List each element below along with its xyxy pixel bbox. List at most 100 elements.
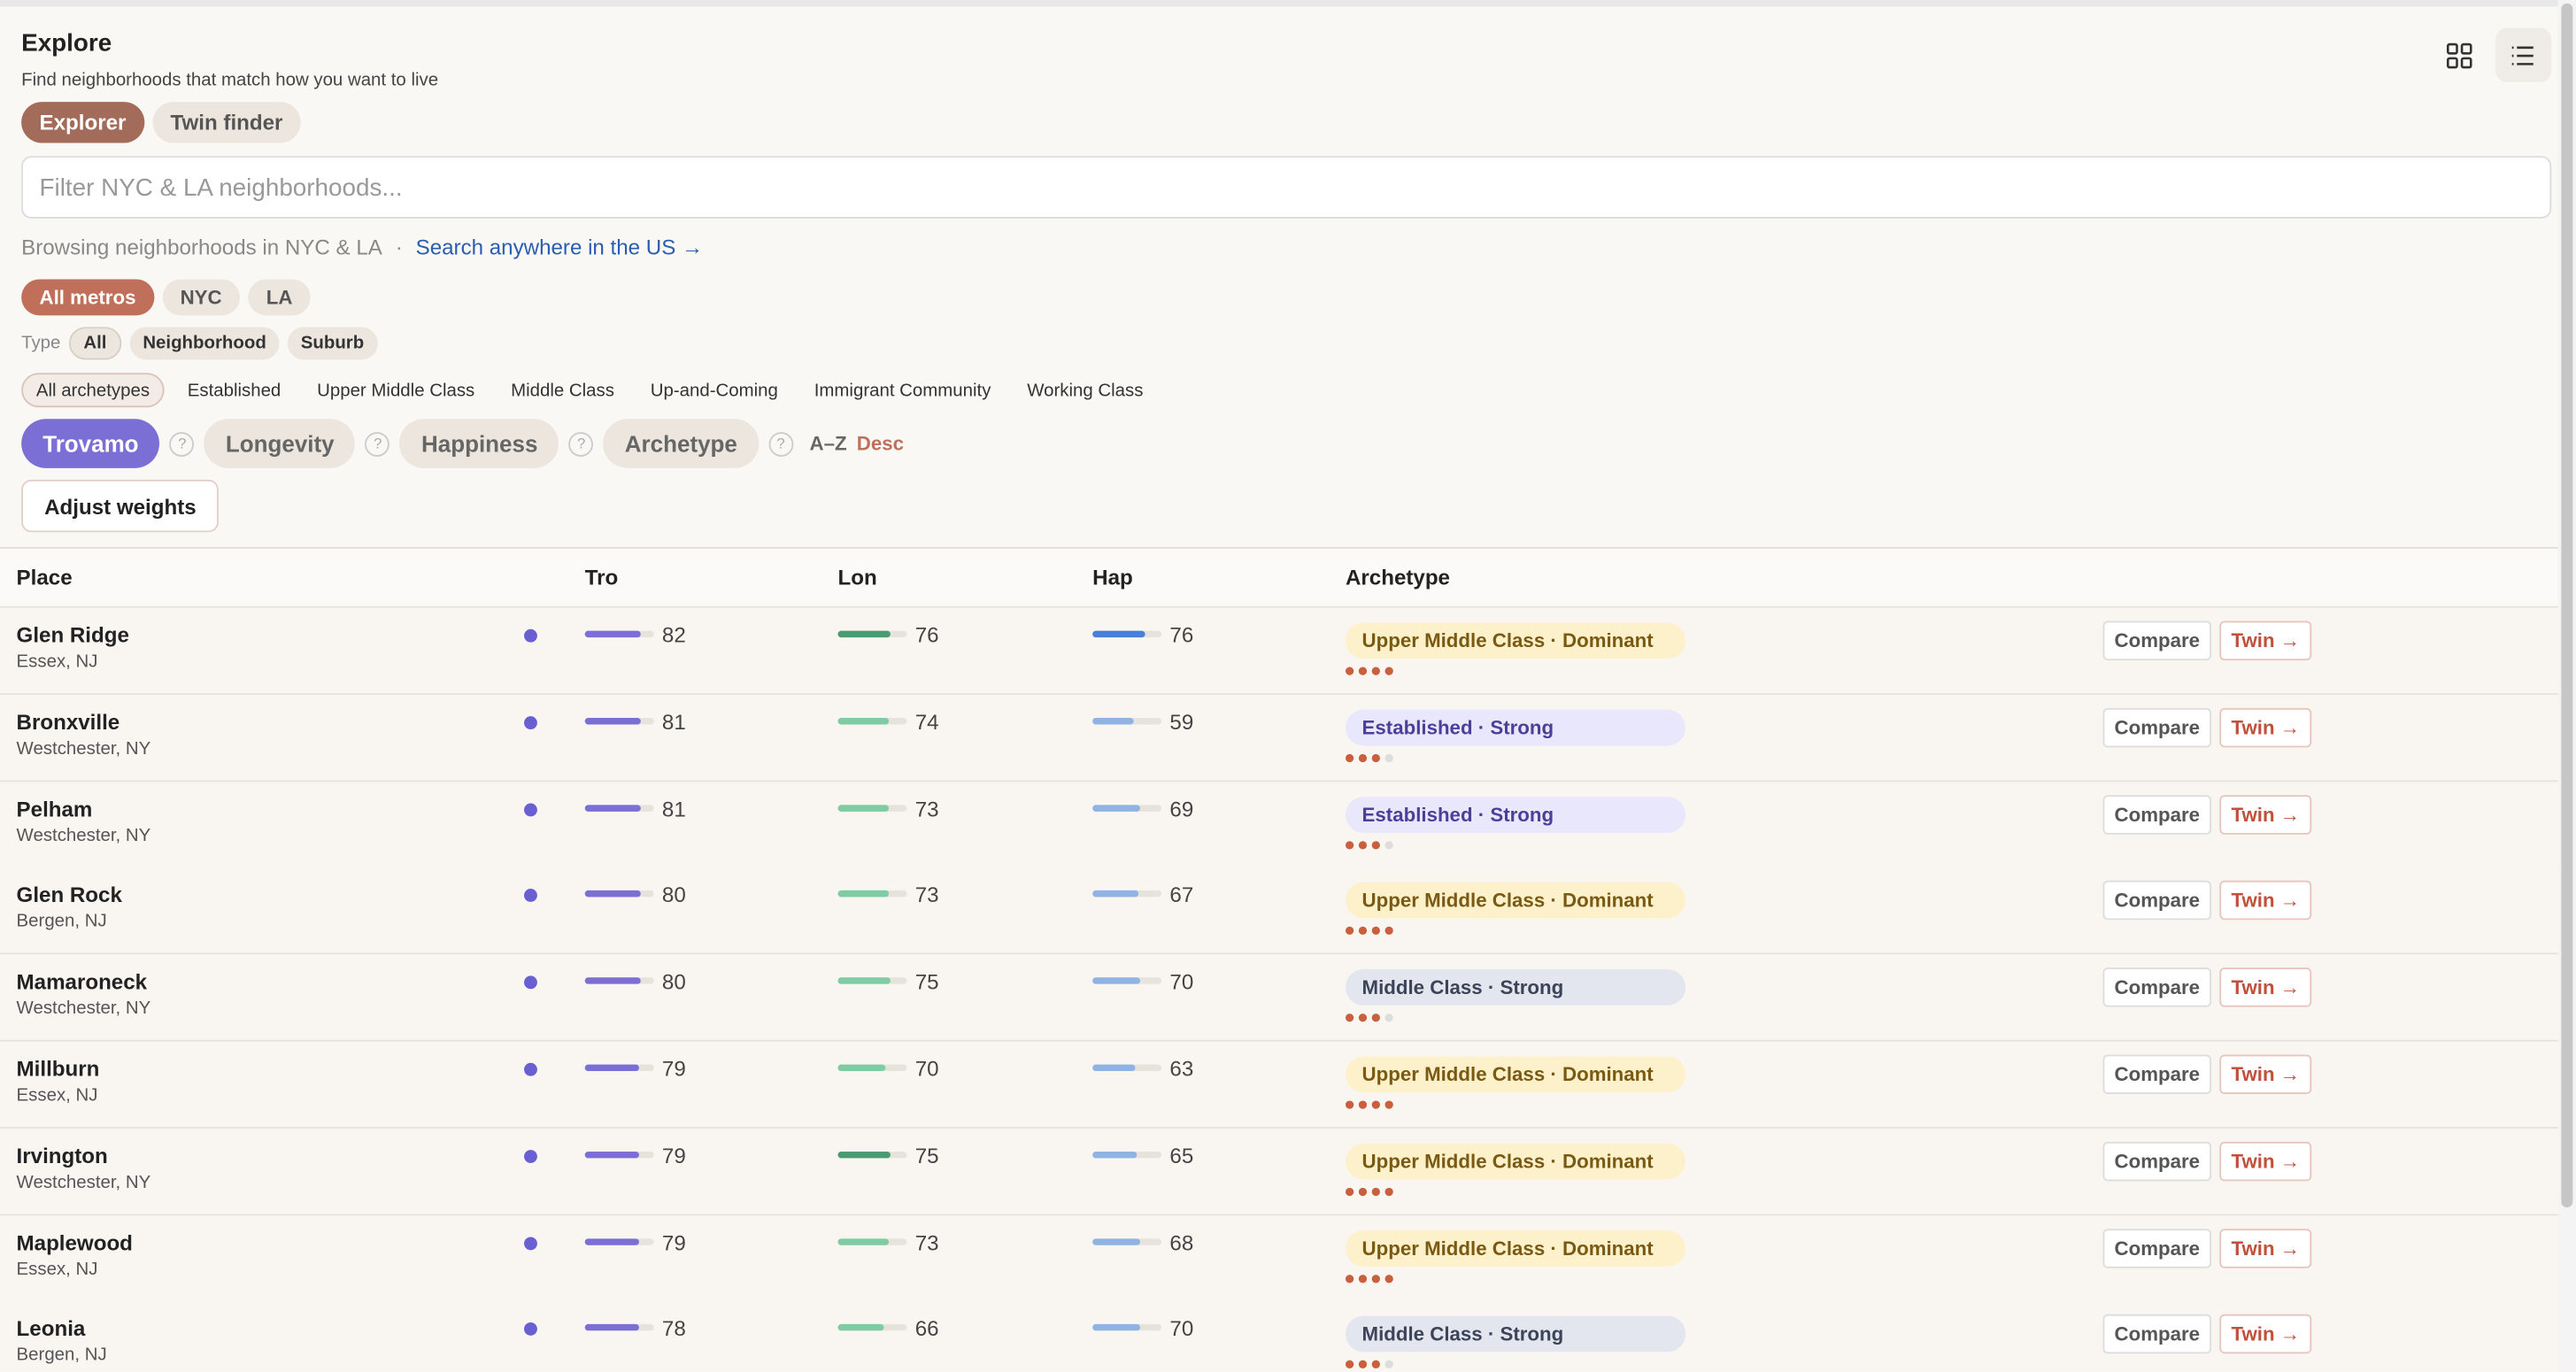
archetype-pill[interactable]: Established [187, 380, 282, 400]
mode-tab[interactable]: Twin finder [152, 102, 301, 143]
strength-dot [1371, 1014, 1380, 1022]
table-row[interactable]: Glen Ridge Essex, NJ 82 76 76 Upper Middle Cl… [0, 607, 2558, 696]
archetype-pill[interactable]: Middle Class [511, 380, 614, 400]
twin-button[interactable]: Twin → [2219, 1054, 2312, 1095]
archetype-pill[interactable]: All archetypes [21, 373, 165, 408]
adjust-weights-button[interactable]: Adjust weights [21, 479, 220, 533]
compare-button[interactable]: Compare [2102, 1141, 2212, 1182]
table-row[interactable]: Pelham Westchester, NY 81 73 69 Established ·… [0, 781, 2558, 869]
score-bar [1092, 717, 1134, 725]
compare-button[interactable]: Compare [2102, 967, 2212, 1008]
column-header[interactable]: Lon [837, 565, 877, 590]
place-location: Westchester, NY [16, 998, 151, 1020]
twin-button[interactable]: Twin → [2219, 1314, 2312, 1354]
sort-order[interactable]: Desc [856, 432, 904, 456]
strength-dot [1358, 1100, 1368, 1109]
column-header[interactable]: Place [16, 565, 73, 590]
strength-dot [1345, 1100, 1354, 1109]
sort-pill[interactable]: Longevity [204, 419, 356, 468]
place-location: Essex, NJ [16, 1259, 98, 1279]
compare-button[interactable]: Compare [2102, 1228, 2212, 1268]
score-bar [1092, 630, 1145, 638]
twin-button[interactable]: Twin → [2219, 794, 2312, 835]
help-icon[interactable]: ? [768, 431, 793, 457]
column-header[interactable]: Hap [1092, 565, 1133, 590]
score-value: 79 [661, 1056, 686, 1082]
column-header[interactable]: Tro [584, 565, 619, 590]
score-bar [584, 1151, 640, 1159]
archetype-badge: Upper Middle Class · Dominant [1345, 883, 1686, 920]
help-icon[interactable]: ? [568, 431, 594, 457]
metro-pill[interactable]: LA [248, 279, 311, 316]
strength-dot [1384, 1014, 1393, 1022]
twin-button[interactable]: Twin → [2219, 620, 2312, 661]
mode-tab[interactable]: Explorer [21, 102, 144, 143]
place-name: Mamaroneck [16, 969, 148, 995]
table-row[interactable]: Mamaroneck Westchester, NY 80 75 70 Middle Cl… [0, 954, 2558, 1042]
compare-button[interactable]: Compare [2102, 620, 2212, 661]
type-pill[interactable]: Suburb [287, 327, 378, 360]
compare-button[interactable]: Compare [2102, 881, 2212, 921]
sort-alpha[interactable]: A–Z [809, 432, 847, 456]
score-bar [1092, 1324, 1141, 1332]
twin-button[interactable]: Twin → [2219, 1141, 2312, 1182]
strength-dot [1345, 667, 1354, 675]
table-row[interactable]: Millburn Essex, NJ 79 70 63 Upper Middle Clas… [0, 1041, 2558, 1129]
twin-button[interactable]: Twin → [2219, 707, 2312, 748]
table-row[interactable]: Bronxville Westchester, NY 81 74 59 Establish… [0, 694, 2558, 782]
score-value: 73 [914, 883, 939, 908]
type-pill[interactable]: All [68, 327, 122, 360]
compare-button[interactable]: Compare [2102, 1054, 2212, 1095]
twin-button[interactable]: Twin → [2219, 881, 2312, 921]
archetype-badge: Middle Class · Strong [1345, 969, 1686, 1006]
sort-pill[interactable]: Archetype [603, 419, 759, 468]
score-value: 70 [1169, 1316, 1194, 1342]
place-name: Glen Ridge [16, 622, 129, 648]
place-location: Westchester, NY [16, 738, 151, 759]
type-pill[interactable]: Neighborhood [129, 327, 280, 360]
table-row[interactable]: Glen Rock Bergen, NJ 80 73 67 Upper Middle Cl… [0, 867, 2558, 956]
sort-pill[interactable]: Trovamo [21, 419, 160, 468]
archetype-badge: Middle Class · Strong [1345, 1316, 1686, 1353]
help-icon[interactable]: ? [169, 431, 195, 457]
table-row[interactable]: Irvington Westchester, NY 79 75 65 Upper Midd… [0, 1128, 2558, 1215]
score-value: 69 [1169, 796, 1194, 821]
strength-dot [1371, 927, 1380, 936]
twin-button[interactable]: Twin → [2219, 1228, 2312, 1268]
archetype-pill[interactable]: Up-and-Coming [650, 380, 778, 400]
table-row[interactable]: Maplewood Essex, NJ 79 73 68 Upper Middle Cla… [0, 1214, 2558, 1302]
search-input[interactable]: Filter NYC & LA neighborhoods... [21, 156, 2552, 219]
type-filters: Type All Neighborhood Suburb [21, 327, 378, 360]
compare-button[interactable]: Compare [2102, 794, 2212, 835]
score-value: 76 [914, 622, 939, 648]
column-header[interactable]: Archetype [1345, 565, 1450, 590]
strength-dot [1384, 927, 1393, 936]
compare-button[interactable]: Compare [2102, 707, 2212, 748]
archetype-pill[interactable]: Upper Middle Class [317, 380, 475, 400]
metro-filters: All metros NYC LA [21, 279, 311, 316]
strength-dot [1358, 667, 1368, 675]
strength-dot [1371, 753, 1380, 762]
status-dot [524, 1236, 537, 1250]
search-anywhere-link[interactable]: Search anywhere in the US → [415, 235, 704, 260]
list-view-button[interactable] [2495, 27, 2552, 82]
help-icon[interactable]: ? [365, 431, 390, 457]
archetype-pill[interactable]: Working Class [1027, 380, 1144, 400]
sort-pill[interactable]: Happiness [399, 419, 559, 468]
score-value: 63 [1169, 1056, 1194, 1082]
score-value: 68 [1169, 1229, 1194, 1255]
strength-dot [1384, 1360, 1393, 1369]
strength-dot [1384, 840, 1393, 849]
table-row[interactable]: Leonia Bergen, NJ 78 66 70 Middle Class · Str… [0, 1301, 2558, 1372]
place-location: Bergen, NJ [16, 912, 107, 933]
status-dot [524, 1149, 537, 1163]
score-value: 78 [661, 1316, 686, 1342]
metro-pill[interactable]: NYC [162, 279, 241, 316]
archetype-pill[interactable]: Immigrant Community [814, 380, 991, 400]
twin-button[interactable]: Twin → [2219, 967, 2312, 1008]
compare-button[interactable]: Compare [2102, 1314, 2212, 1354]
grid-view-icon[interactable] [2446, 42, 2472, 69]
scrollbar-thumb[interactable] [2561, 3, 2573, 1208]
browse-separator: · [395, 235, 403, 260]
metro-pill[interactable]: All metros [21, 279, 154, 316]
